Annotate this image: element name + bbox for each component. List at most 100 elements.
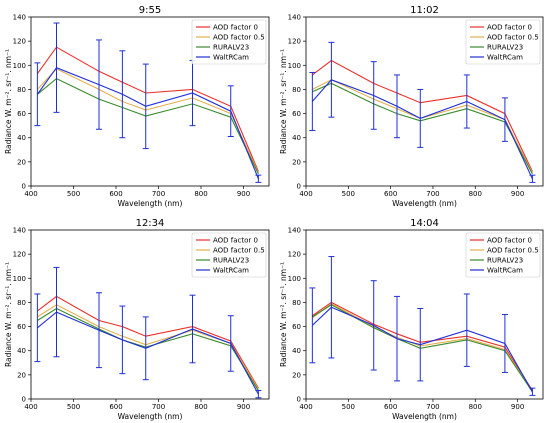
x-tick-label: 600 <box>384 190 397 198</box>
y-tick-label: 40 <box>17 134 26 142</box>
plot-frame <box>305 229 544 400</box>
y-tick-label: 80 <box>292 299 301 307</box>
y-tick-label: 80 <box>17 86 26 94</box>
y-tick-label: 140 <box>13 14 26 22</box>
series-line-2 <box>36 68 259 173</box>
x-tick-label: 600 <box>384 403 397 411</box>
chart-title: 9:55 <box>139 5 161 16</box>
legend-entry: RURALV23 <box>213 44 249 52</box>
legend-entry: AOD factor 0 <box>213 237 258 245</box>
y-tick-label: 20 <box>17 371 26 379</box>
x-tick-label: 600 <box>109 403 122 411</box>
x-tick-label: 700 <box>426 190 439 198</box>
x-tick-label: 800 <box>194 403 207 411</box>
chart-panel-3: 12:34 400 500 600 700 800 900 0 20 40 60 80 100 120 14… <box>4 218 270 421</box>
legend-box <box>465 232 541 278</box>
x-tick-label: 900 <box>237 403 250 411</box>
y-tick-label: 140 <box>288 227 301 235</box>
x-axis-label: Wavelength (nm) <box>392 412 457 421</box>
y-tick-label: 100 <box>288 62 301 70</box>
x-tick-label: 400 <box>24 403 37 411</box>
y-tick-label: 120 <box>13 38 26 46</box>
series-line-4 <box>36 67 259 180</box>
series-line-4 <box>311 79 533 180</box>
y-tick-label: 60 <box>292 323 301 331</box>
plot-frame <box>305 16 544 187</box>
y-tick-label: 80 <box>17 299 26 307</box>
series-line-1 <box>36 46 259 172</box>
series-line-4 <box>311 306 533 393</box>
x-tick-label: 500 <box>67 190 80 198</box>
series-line-3 <box>37 77 259 175</box>
legend: AOD factor 0 AOD factor 0.5 RURALV23 WaltRC… <box>191 19 267 65</box>
series-line-3 <box>312 304 533 393</box>
legend-entry: WaltRCam <box>487 267 523 275</box>
legend-box <box>191 19 267 65</box>
x-tick-label: 800 <box>194 190 207 198</box>
y-tick-label: 80 <box>292 86 301 94</box>
x-tick-label: 400 <box>299 190 312 198</box>
x-tick-label: 800 <box>469 190 482 198</box>
y-tick-label: 120 <box>13 251 26 259</box>
y-tick-label: 0 <box>297 183 301 191</box>
x-tick-label: 400 <box>24 190 37 198</box>
legend-entry: AOD factor 0.5 <box>213 247 265 255</box>
legend-entry: AOD factor 0.5 <box>213 34 265 42</box>
x-tick-label: 700 <box>152 190 165 198</box>
legend: AOD factor 0 AOD factor 0.5 RURALV23 WaltRC… <box>191 232 267 278</box>
chart-panel-2: 11:02 400 500 600 700 800 900 0 20 40 60 80 100 120 14… <box>279 5 544 208</box>
y-tick-label: 60 <box>292 110 301 118</box>
y-tick-label: 20 <box>292 158 301 166</box>
y-tick-label: 120 <box>288 251 301 259</box>
legend-entry: AOD factor 0.5 <box>487 34 539 42</box>
legend-box <box>465 19 541 65</box>
y-axis-label: Radiance W. m⁻². sr⁻¹. nm⁻¹ <box>4 49 13 154</box>
series-line-3 <box>312 82 533 175</box>
legend-entry: AOD factor 0 <box>487 237 532 245</box>
y-tick-label: 20 <box>17 158 26 166</box>
series-line-4 <box>37 311 259 395</box>
x-tick-label: 800 <box>469 403 482 411</box>
x-tick-label: 700 <box>426 403 439 411</box>
y-tick-label: 100 <box>13 275 26 283</box>
y-tick-label: 40 <box>17 347 26 355</box>
chart-title: 12:34 <box>136 218 165 229</box>
x-tick-label: 500 <box>342 190 355 198</box>
y-axis-label: Radiance W. m⁻². sr⁻¹. nm⁻¹ <box>279 262 288 367</box>
x-tick-label: 400 <box>299 403 312 411</box>
legend-box <box>191 232 267 278</box>
series-line-1 <box>311 301 533 391</box>
x-tick-label: 700 <box>152 403 165 411</box>
y-tick-label: 20 <box>292 371 301 379</box>
legend: AOD factor 0 AOD factor 0.5 RURALV23 WaltRC… <box>465 19 541 65</box>
legend: AOD factor 0 AOD factor 0.5 RURALV23 WaltRC… <box>465 232 541 278</box>
legend-entry: WaltRCam <box>213 54 249 62</box>
y-tick-label: 140 <box>288 14 301 22</box>
x-axis-label: Wavelength (nm) <box>118 412 183 421</box>
y-tick-label: 120 <box>288 38 301 46</box>
x-axis-label: Wavelength (nm) <box>118 199 183 208</box>
y-tick-label: 60 <box>17 323 26 331</box>
chart-title: 11:02 <box>410 5 439 16</box>
plot-frame <box>30 229 270 400</box>
y-tick-label: 140 <box>13 227 26 235</box>
series-line-1 <box>37 295 259 389</box>
y-tick-label: 40 <box>292 347 301 355</box>
legend-entry: WaltRCam <box>213 267 249 275</box>
x-tick-label: 600 <box>109 190 122 198</box>
legend-entry: RURALV23 <box>487 257 523 265</box>
legend-entry: AOD factor 0 <box>487 24 532 32</box>
x-tick-label: 500 <box>67 403 80 411</box>
chart-panel-4: 14:04 400 500 600 700 800 900 0 20 40 60 80 100 120 14… <box>279 218 544 421</box>
y-tick-label: 40 <box>292 134 301 142</box>
y-tick-label: 60 <box>17 110 26 118</box>
series-line-1 <box>311 59 533 172</box>
legend-entry: RURALV23 <box>487 44 523 52</box>
x-tick-label: 900 <box>511 403 524 411</box>
y-tick-label: 100 <box>13 62 26 70</box>
chart-panel-1: 9:55 400 500 600 700 800 900 0 20 40 60 80 100 120 140… <box>4 5 270 208</box>
legend-entry: AOD factor 0 <box>213 24 258 32</box>
y-tick-label: 0 <box>22 396 26 404</box>
x-tick-label: 500 <box>342 403 355 411</box>
